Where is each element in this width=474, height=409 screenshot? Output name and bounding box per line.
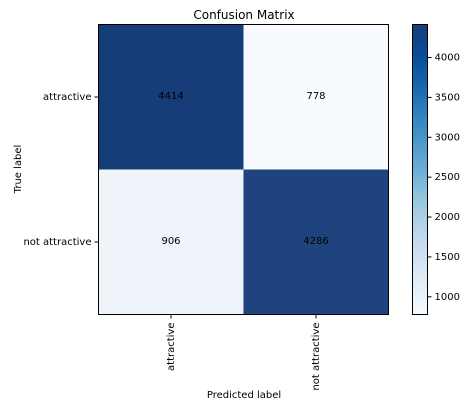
cell-value-label: 778 xyxy=(306,91,325,102)
heatmap-cell xyxy=(243,24,389,170)
cell-value-label: 4286 xyxy=(303,236,328,247)
y-tick-label: attractive xyxy=(43,92,91,103)
heatmap-cell xyxy=(98,24,244,170)
colorbar-tick-label: 3500 xyxy=(435,92,460,103)
heatmap-cell xyxy=(98,169,244,315)
colorbar-ticks: 1000 1500 2000 2500 3000 3500 4000 xyxy=(427,53,460,303)
y-tick-label: not attractive xyxy=(23,237,91,248)
x-axis-label: Predicted label xyxy=(207,390,281,401)
plot-frame xyxy=(98,24,389,315)
heatmap-cell xyxy=(243,169,389,315)
heatmap-cells xyxy=(98,24,389,315)
colorbar-tick-label: 2000 xyxy=(435,212,460,223)
x-tick-label: attractive xyxy=(166,323,177,371)
cell-value-labels: 4414 778 906 4286 xyxy=(158,91,328,247)
colorbar-tick-label: 1500 xyxy=(435,252,460,263)
colorbar-tick-label: 3000 xyxy=(435,132,460,143)
colorbar-tick-label: 2500 xyxy=(435,172,460,183)
cell-value-label: 906 xyxy=(161,236,180,247)
chart-title: Confusion Matrix xyxy=(193,8,294,22)
y-axis-label: True label xyxy=(13,145,24,195)
y-axis-ticks: attractive not attractive xyxy=(23,92,99,248)
x-axis-ticks: attractive not attractive xyxy=(166,314,322,391)
cell-value-label: 4414 xyxy=(158,91,183,102)
colorbar-tick-label: 1000 xyxy=(435,292,460,303)
x-tick-label: not attractive xyxy=(311,323,322,391)
colorbar-tick-label: 4000 xyxy=(435,53,460,64)
colorbar xyxy=(412,24,428,315)
